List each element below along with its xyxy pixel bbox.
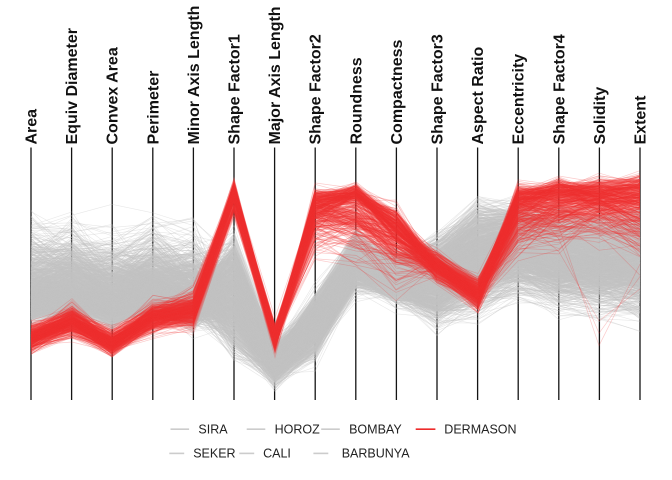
svg-text:Extent: Extent [633, 95, 650, 145]
svg-text:BOMBAY: BOMBAY [349, 422, 402, 436]
svg-text:DERMASON: DERMASON [444, 422, 516, 436]
svg-text:Equiv Diameter: Equiv Diameter [64, 28, 81, 144]
svg-text:Shape Factor4: Shape Factor4 [551, 34, 568, 144]
svg-text:Roundness: Roundness [348, 57, 365, 144]
svg-text:BARBUNYA: BARBUNYA [342, 447, 411, 461]
svg-text:HOROZ: HOROZ [275, 422, 321, 436]
svg-text:Minor Axis Length: Minor Axis Length [186, 6, 203, 145]
svg-text:Aspect Ratio: Aspect Ratio [470, 46, 487, 144]
svg-text:Perimeter: Perimeter [145, 71, 162, 145]
svg-text:SEKER: SEKER [193, 447, 235, 461]
svg-text:Eccentricity: Eccentricity [511, 54, 528, 145]
svg-text:Major Axis Length: Major Axis Length [267, 6, 284, 144]
svg-text:Area: Area [24, 109, 41, 145]
svg-text:Convex Area: Convex Area [105, 47, 122, 144]
svg-text:SIRA: SIRA [198, 422, 228, 436]
svg-text:CALI: CALI [263, 447, 291, 461]
svg-text:Shape Factor2: Shape Factor2 [308, 34, 325, 144]
svg-text:Solidity: Solidity [592, 87, 609, 145]
svg-text:Shape Factor3: Shape Factor3 [430, 34, 447, 144]
svg-text:Compactness: Compactness [389, 39, 406, 144]
svg-text:Shape Factor1: Shape Factor1 [227, 34, 244, 144]
